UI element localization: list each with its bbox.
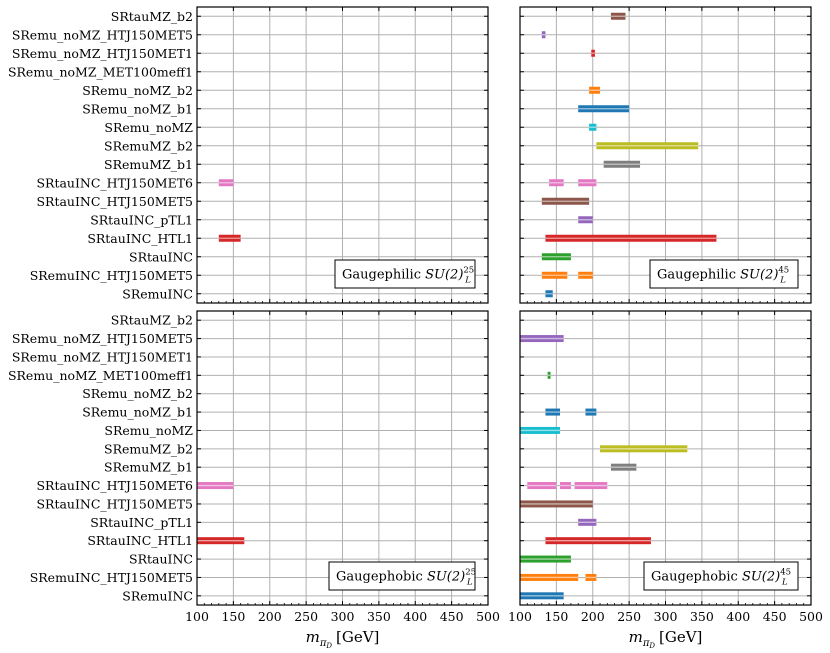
y-tick-label: SRemuMZ_b2 [104, 441, 193, 456]
y-tick-label: SRemu_noMZ_b2 [82, 386, 193, 401]
y-tick-label: SRemuMZ_b2 [104, 138, 193, 153]
y-tick-label: SRemuINC_HTJ150MET5 [30, 268, 193, 283]
x-tick-label: 400 [403, 609, 427, 624]
x-tick-label: 350 [690, 609, 714, 624]
y-tick-label: SRemu_noMZ [104, 120, 193, 135]
legend-label: Gaugephobic SU(2)25 L [336, 568, 476, 588]
y-tick-label: SRtauMZ_b2 [111, 313, 193, 328]
y-tick-label: SRemu_noMZ_HTJ150MET1 [12, 46, 193, 61]
x-tick-label: 400 [726, 609, 750, 624]
y-tick-label: SRemu_noMZ_HTJ150MET1 [12, 349, 193, 364]
x-tick-label: 300 [654, 609, 678, 624]
legend-box [328, 561, 476, 591]
x-tick-label: 450 [440, 609, 464, 624]
x-tick-label: 250 [617, 609, 641, 624]
legend-gaugephobic-45: Gaugephobic SU(2)45 L [643, 561, 799, 591]
legend-gaugephobic-25: Gaugephobic SU(2)25 L [328, 561, 476, 591]
x-tick-label: 150 [221, 609, 245, 624]
y-tick-label: SRemu_noMZ_b1 [82, 101, 193, 116]
x-tick-label: 450 [763, 609, 787, 624]
y-tick-label: SRemuMZ_b1 [104, 460, 193, 475]
legend-label: Gaugephilic SU(2)25 L [342, 266, 474, 286]
y-tick-label: SRemu_noMZ_HTJ150MET5 [12, 27, 193, 42]
legend-box [643, 561, 799, 591]
y-tick-label: SRemu_noMZ_HTJ150MET5 [12, 331, 193, 346]
x-tick-label: 200 [258, 609, 282, 624]
x-tick-label: 200 [581, 609, 605, 624]
panel-gaugephilic-45: Gaugephilic SU(2)45 L [519, 6, 812, 304]
x-tick-label: 100 [185, 609, 209, 624]
y-tick-label: SRtauINC_HTL1 [87, 231, 193, 246]
y-tick-label: SRemu_noMZ_MET100meff1 [8, 64, 193, 79]
y-tick-label: SRtauINC_pTL1 [90, 212, 193, 227]
panel-gaugephobic-25: SRtauMZ_b2 SRemu_noMZ_HTJ150MET5 SRemu_noM… [8, 310, 500, 650]
x-tick-label: 250 [294, 609, 318, 624]
y-tick-label: SRemuINC [122, 588, 193, 603]
y-tick-label: SRemu_noMZ_MET100meff1 [8, 368, 193, 383]
x-tick-label: 500 [799, 609, 823, 624]
y-tick-label: SRemuMZ_b1 [104, 157, 193, 172]
panel-gaugephilic-25: SRtauMZ_b2 SRemu_noMZ_HTJ150MET5 SRemu_noM… [8, 6, 489, 304]
x-axis-label: mπD [GeV] [629, 628, 703, 650]
y-tick-label: SRemuINC_HTJ150MET5 [30, 570, 193, 585]
y-tick-label: SRemuINC [122, 286, 193, 301]
legend-label: Gaugephobic SU(2)45 L [651, 568, 791, 588]
x-tick-label: 150 [544, 609, 568, 624]
panel-frame [519, 6, 812, 304]
legend-box [649, 259, 799, 289]
panel-frame [519, 310, 812, 606]
y-tick-label: SRemu_noMZ_b1 [82, 405, 193, 420]
legend-box [334, 259, 476, 289]
legend-gaugephilic-45: Gaugephilic SU(2)45 L [649, 259, 799, 289]
panel-frame [196, 6, 489, 304]
y-tick-label: SRemu_noMZ [104, 423, 193, 438]
y-tick-label: SRtauINC_HTJ150MET6 [36, 175, 193, 190]
y-tick-label: SRtauMZ_b2 [111, 9, 193, 24]
panel-frame [196, 310, 489, 606]
panel-gaugephobic-45: 100 150 200 250 300 350 400 450 500 mπD [GeV] Gauge… [508, 310, 823, 650]
y-tick-label: SRtauINC_HTL1 [87, 533, 193, 548]
x-tick-label: 500 [476, 609, 500, 624]
x-tick-label: 100 [508, 609, 532, 624]
y-tick-label: SRtauINC_pTL1 [90, 515, 193, 530]
y-tick-label: SRemu_noMZ_b2 [82, 83, 193, 98]
y-tick-label: SRtauINC [129, 249, 193, 264]
legend-label: Gaugephilic SU(2)45 L [657, 266, 789, 286]
x-tick-label: 350 [367, 609, 391, 624]
legend-gaugephilic-25: Gaugephilic SU(2)25 L [334, 259, 476, 289]
x-axis-label: mπD [GeV] [306, 628, 380, 650]
y-tick-label: SRtauINC_HTJ150MET6 [36, 478, 193, 493]
y-tick-label: SRtauINC_HTJ150MET5 [36, 194, 193, 209]
x-tick-label: 300 [331, 609, 355, 624]
y-tick-label: SRtauINC_HTJ150MET5 [36, 496, 193, 511]
y-tick-label: SRtauINC [129, 552, 193, 567]
